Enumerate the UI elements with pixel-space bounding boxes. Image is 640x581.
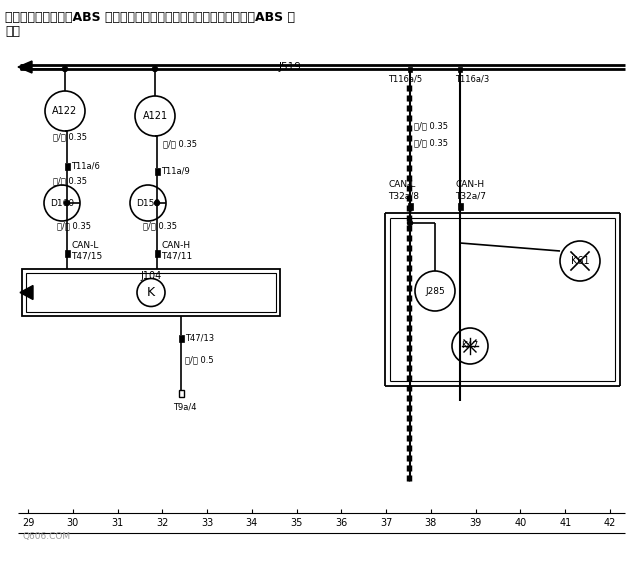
Text: 33: 33 — [201, 518, 213, 528]
Text: CAN-H: CAN-H — [455, 180, 484, 188]
Circle shape — [152, 66, 157, 71]
Text: 32: 32 — [156, 518, 168, 528]
Text: 40: 40 — [515, 518, 527, 528]
Circle shape — [63, 66, 67, 71]
Circle shape — [65, 200, 70, 206]
Text: 橙/黑 0.35: 橙/黑 0.35 — [143, 221, 177, 231]
Text: 橙/棕 0.35: 橙/棕 0.35 — [53, 177, 87, 185]
Circle shape — [154, 200, 159, 206]
Text: T47/13: T47/13 — [185, 333, 214, 343]
Text: 车载网络电控单元、ABS 电控单元、仪表板中带显示单元的电控单元、ABS 警: 车载网络电控单元、ABS 电控单元、仪表板中带显示单元的电控单元、ABS 警 — [5, 11, 295, 24]
Polygon shape — [20, 285, 33, 299]
Text: A122: A122 — [52, 106, 77, 116]
Text: 35: 35 — [291, 518, 303, 528]
Bar — [408, 66, 412, 71]
Text: 橙/黑 0.35: 橙/黑 0.35 — [414, 121, 448, 131]
Bar — [179, 335, 184, 342]
Bar — [65, 163, 70, 170]
Bar — [65, 249, 70, 256]
Text: J104: J104 — [140, 271, 162, 281]
Text: 蓝/黄 0.5: 蓝/黄 0.5 — [185, 356, 214, 364]
Text: 41: 41 — [559, 518, 572, 528]
Text: J285: J285 — [425, 286, 445, 296]
Text: 告灯: 告灯 — [5, 25, 20, 38]
Text: T9a/4: T9a/4 — [173, 403, 196, 411]
Text: J519: J519 — [278, 62, 301, 72]
Text: 42: 42 — [604, 518, 616, 528]
Bar — [458, 66, 462, 71]
Text: CAN-L: CAN-L — [388, 180, 415, 188]
Text: T116a/3: T116a/3 — [455, 74, 489, 84]
Text: A121: A121 — [143, 111, 168, 121]
Bar — [154, 249, 159, 256]
Text: 38: 38 — [425, 518, 437, 528]
Text: CAN-H: CAN-H — [161, 241, 190, 249]
Text: 橙/棕 0.35: 橙/棕 0.35 — [414, 138, 448, 148]
Text: D159: D159 — [136, 199, 160, 207]
Text: 29: 29 — [22, 518, 34, 528]
Text: 31: 31 — [111, 518, 124, 528]
Text: K61: K61 — [571, 256, 589, 266]
Text: 橙/黑 0.35: 橙/黑 0.35 — [163, 139, 197, 149]
Polygon shape — [18, 61, 32, 73]
Text: T32a/7: T32a/7 — [455, 192, 486, 200]
Text: K47: K47 — [461, 342, 479, 350]
Text: 36: 36 — [335, 518, 348, 528]
Text: T11a/6: T11a/6 — [71, 162, 100, 170]
Text: CAN-L: CAN-L — [71, 241, 99, 249]
Text: 橙/棕 0.35: 橙/棕 0.35 — [57, 221, 91, 231]
Text: Q606.COM: Q606.COM — [22, 533, 70, 541]
Text: T47/11: T47/11 — [161, 252, 192, 260]
Bar — [154, 167, 159, 174]
Text: T116a/5: T116a/5 — [388, 74, 422, 84]
Text: 37: 37 — [380, 518, 392, 528]
Text: 30: 30 — [67, 518, 79, 528]
Circle shape — [408, 221, 413, 225]
Bar — [408, 203, 413, 210]
Bar — [22, 269, 280, 316]
Text: K: K — [147, 286, 155, 299]
Bar — [26, 273, 276, 312]
Text: T11a/9: T11a/9 — [161, 167, 189, 175]
Text: 39: 39 — [470, 518, 482, 528]
Text: T47/15: T47/15 — [71, 252, 102, 260]
Text: 橙/棕 0.35: 橙/棕 0.35 — [53, 132, 87, 142]
Bar — [458, 203, 463, 210]
Text: D160: D160 — [50, 199, 74, 207]
Bar — [179, 389, 184, 396]
Text: 34: 34 — [246, 518, 258, 528]
Text: T32a/8: T32a/8 — [388, 192, 419, 200]
